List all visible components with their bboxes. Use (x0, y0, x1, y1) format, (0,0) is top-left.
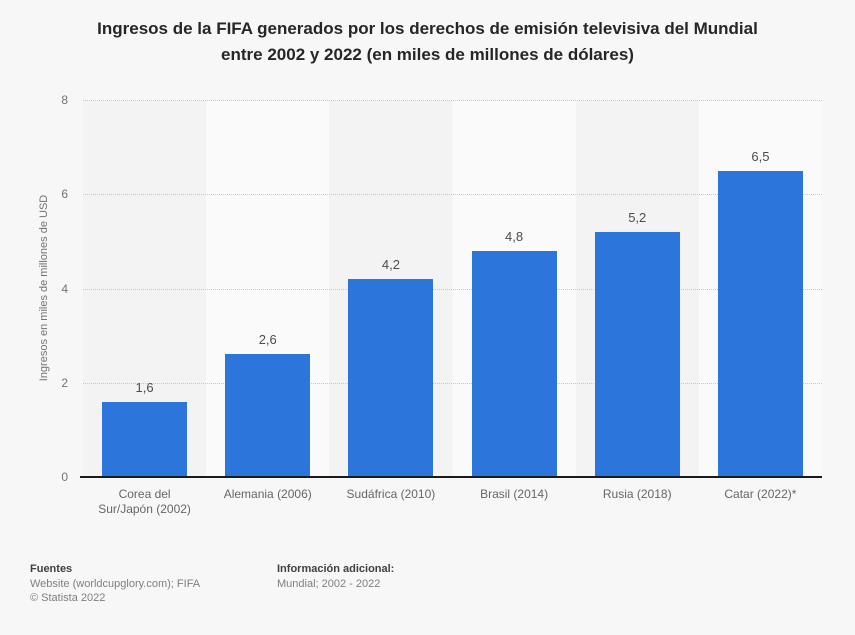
bar-value-label: 4,2 (381, 257, 400, 273)
gridline-6 (83, 194, 822, 196)
additional-info-text: Mundial; 2002 - 2022 (277, 578, 381, 590)
bar-Sudáfrica (2010) (348, 279, 434, 477)
sources-text: Website (worldcupglory.com); FIFA (30, 578, 201, 590)
x-category-label: Rusia (2018) (602, 487, 672, 501)
gridline-4 (83, 288, 822, 290)
bar-value-label: 2,6 (258, 332, 277, 348)
bar-Alemania (2006) (225, 354, 311, 477)
additional-info-label: Información adicional: (277, 563, 395, 575)
sources-label: Fuentes (30, 563, 73, 575)
x-category-label: Alemania (2006) (223, 487, 312, 501)
bar-value-label: 1,6 (135, 379, 154, 395)
bar-value-label: 6,5 (751, 148, 770, 164)
bar-value-label: 5,2 (628, 209, 647, 225)
y-tick-label-2: 2 (61, 375, 68, 390)
x-category-label: Corea del Sur/Japón (2002) (98, 487, 191, 516)
y-tick-label-4: 4 (61, 281, 68, 296)
y-tick-label-0: 0 (61, 470, 68, 484)
bar-Brasil (2014) (471, 250, 557, 477)
bar-Rusia (2018) (594, 231, 680, 477)
gridline-8 (83, 100, 822, 101)
x-category-label: Brasil (2014) (480, 487, 549, 501)
chart-title-line1: Ingresos de la FIFA generados por los de… (97, 19, 758, 38)
gridline-2 (83, 382, 822, 384)
copyright-text: © Statista 2022 (30, 592, 106, 604)
chart-title-line2: entre 2002 y 2022 (en miles de millones … (221, 45, 634, 64)
x-category-label: Sudáfrica (2010) (346, 487, 436, 501)
y-axis-title: Ingresos en miles de millones de USD (38, 194, 50, 382)
bar-Corea del Sur/Japón (2002) (102, 401, 188, 477)
chart-title: Ingresos de la FIFA generados por los de… (0, 16, 855, 68)
bar-Catar (2022)* (717, 170, 803, 477)
x-category-label: Catar (2022)* (724, 487, 797, 501)
y-tick-label-6: 6 (61, 187, 68, 202)
x-axis-line (80, 476, 822, 478)
y-tick-label-8: 8 (61, 93, 68, 107)
bar-value-label: 4,8 (505, 228, 524, 244)
